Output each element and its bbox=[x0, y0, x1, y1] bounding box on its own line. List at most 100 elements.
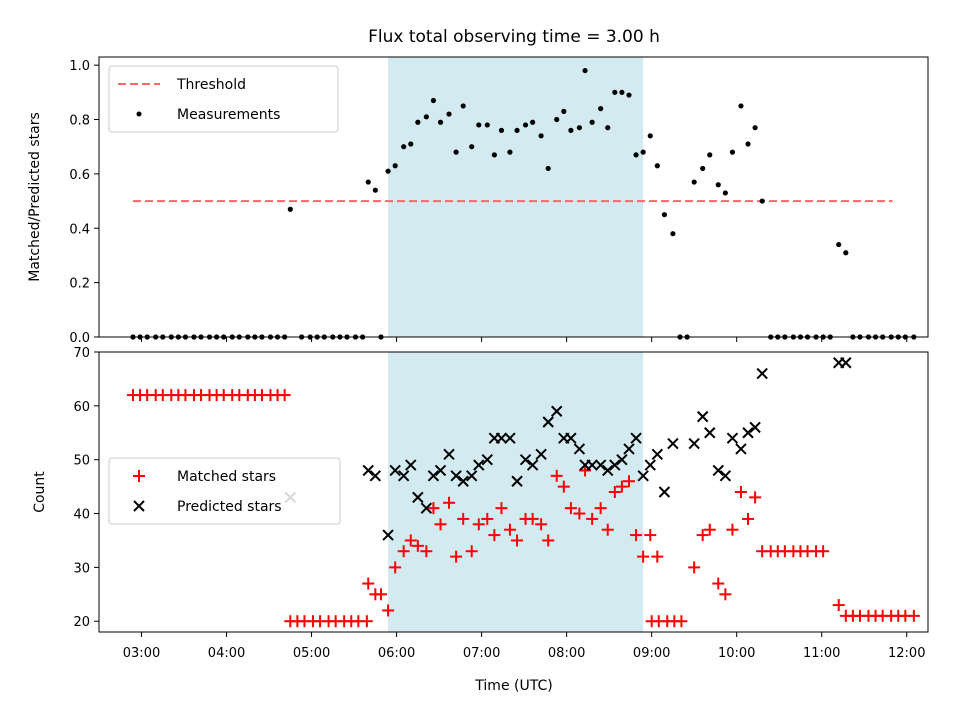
measurement-point bbox=[385, 168, 391, 174]
measurement-point bbox=[729, 149, 736, 155]
predicted-star-point bbox=[551, 405, 563, 417]
matched-star-point bbox=[817, 545, 830, 558]
measurement-point bbox=[538, 133, 544, 139]
measurement-point bbox=[700, 165, 706, 172]
predicted-star-point bbox=[473, 459, 485, 471]
matched-star-point bbox=[427, 502, 440, 515]
matched-star-point bbox=[696, 529, 709, 542]
top-plot-frame bbox=[98, 56, 929, 338]
predicted-star-point bbox=[495, 432, 508, 444]
measurement-point bbox=[287, 206, 293, 212]
matched-star-point bbox=[573, 507, 586, 520]
matched-star-point bbox=[688, 561, 701, 574]
predicted-star-point bbox=[704, 427, 716, 439]
measurement-point bbox=[408, 141, 414, 147]
matched-star-point bbox=[644, 529, 657, 542]
measurement-point bbox=[484, 122, 490, 128]
measurement-point bbox=[626, 92, 632, 98]
predicted-star-point bbox=[586, 459, 598, 471]
measurement-point bbox=[738, 103, 744, 109]
top-ytick-label: 1.0 bbox=[69, 59, 90, 74]
measurement-point bbox=[722, 190, 728, 196]
measurement-point bbox=[605, 125, 611, 131]
bottom-legend-box bbox=[108, 457, 341, 525]
matched-star-point bbox=[601, 523, 614, 536]
matched-star-point bbox=[389, 561, 402, 574]
predicted-star-point bbox=[667, 437, 679, 450]
predicted-star-point bbox=[465, 470, 478, 482]
x-tick-label: 11:00 bbox=[803, 646, 840, 661]
measurement-point bbox=[469, 144, 475, 150]
predicted-star-point bbox=[637, 470, 649, 482]
matched-star-point bbox=[630, 529, 643, 542]
observing-window-span bbox=[388, 57, 644, 337]
measurement-point bbox=[491, 152, 497, 158]
predicted-star-point bbox=[405, 459, 417, 471]
measurement-point bbox=[365, 179, 371, 185]
measurement-point bbox=[759, 198, 765, 204]
predicted-star-point bbox=[749, 421, 761, 434]
matched-star-point bbox=[586, 512, 599, 525]
measurement-point bbox=[522, 122, 529, 128]
measurement-point bbox=[589, 119, 595, 125]
matched-star-point bbox=[542, 534, 555, 547]
measurement-point bbox=[437, 119, 444, 125]
legend-measurements-label: Measurements bbox=[177, 107, 280, 123]
legend-matched-label: Matched stars bbox=[177, 469, 276, 485]
measurement-point bbox=[446, 111, 452, 117]
matched-star-point bbox=[703, 523, 716, 536]
top-y-axis: 0.0 0.2 0.4 0.6 0.8 1.0 bbox=[69, 59, 99, 346]
predicted-star-point bbox=[565, 432, 577, 444]
matched-star-point bbox=[397, 545, 410, 558]
predicted-star-point bbox=[382, 529, 394, 541]
matched-star-point bbox=[535, 518, 548, 531]
measurement-point bbox=[707, 152, 713, 158]
measurement-point bbox=[612, 89, 618, 95]
measurement-point bbox=[568, 127, 574, 133]
measurement-point bbox=[460, 103, 466, 109]
top-ytick-label: 0.8 bbox=[69, 114, 90, 129]
matched-star-point bbox=[526, 512, 539, 525]
legend-matched-swatch bbox=[133, 470, 145, 482]
observing-window-span bbox=[388, 352, 644, 632]
measurement-point bbox=[647, 133, 653, 139]
measurement-point bbox=[843, 250, 849, 256]
predicted-star-point bbox=[644, 459, 656, 471]
predicted-star-point bbox=[481, 453, 493, 466]
top-legend: Threshold Measurements bbox=[108, 65, 339, 133]
matched-star-point bbox=[481, 512, 494, 525]
matched-star-point bbox=[495, 502, 508, 515]
matched-star-point bbox=[651, 550, 664, 563]
measurement-point bbox=[561, 108, 567, 114]
measurement-point bbox=[476, 122, 482, 128]
matched-star-point bbox=[360, 615, 373, 628]
measurement-point bbox=[423, 114, 429, 120]
matched-star-point bbox=[742, 512, 755, 525]
bottom-panel: 20 30 40 50 60 70 03:00 04:00 05:00 06:00 07:00 08… bbox=[32, 346, 929, 694]
matched-star-point bbox=[594, 502, 607, 515]
measurement-point bbox=[507, 149, 513, 155]
matched-star-point bbox=[450, 550, 463, 563]
matched-star-point bbox=[457, 512, 470, 525]
predicted-star-point bbox=[397, 470, 410, 482]
matched-star-point bbox=[420, 545, 433, 558]
measurement-point bbox=[654, 163, 660, 169]
top-ytick-label: 0.4 bbox=[69, 222, 90, 237]
measurement-point bbox=[554, 116, 560, 123]
predicted-star-point bbox=[609, 459, 621, 471]
predicted-star-point bbox=[630, 432, 642, 444]
x-tick-label: 04:00 bbox=[208, 646, 245, 661]
measurement-point bbox=[582, 67, 588, 74]
predicted-star-point bbox=[362, 464, 374, 477]
predicted-star-point bbox=[616, 453, 628, 466]
matched-star-point bbox=[404, 534, 417, 547]
predicted-star-point bbox=[412, 491, 424, 504]
measurement-point bbox=[372, 187, 378, 193]
measurement-point bbox=[430, 97, 437, 104]
bottom-ytick-label: 70 bbox=[73, 346, 90, 361]
predicted-star-point bbox=[434, 464, 447, 477]
measurement-point bbox=[752, 125, 758, 131]
matched-star-point bbox=[726, 523, 739, 536]
x-tick-label: 10:00 bbox=[718, 646, 755, 661]
predicted-star-point bbox=[526, 459, 539, 471]
